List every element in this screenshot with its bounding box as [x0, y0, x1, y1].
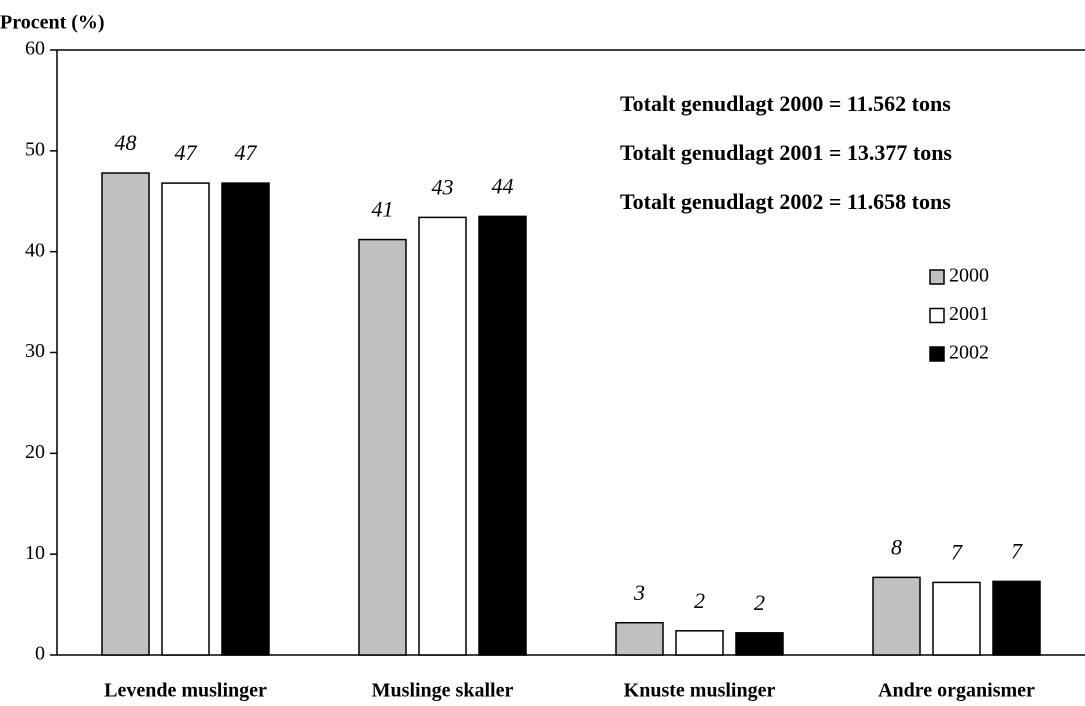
bar: [615, 621, 664, 656]
legend-swatch: [929, 307, 945, 324]
y-tick-label: 0: [35, 643, 45, 665]
y-tick-label: 10: [25, 542, 45, 564]
value-label: 44: [492, 173, 514, 198]
x-tick-label: Knuste muslinger: [624, 680, 776, 702]
bar: [675, 630, 724, 656]
legend-label: 2002: [949, 342, 989, 364]
x-tick-label: Muslinge skaller: [372, 680, 514, 702]
value-label: 7: [1011, 538, 1023, 563]
value-label: 48: [115, 130, 137, 155]
annotation: Totalt genudlagt 2000 = 11.562 tons: [620, 91, 951, 116]
y-tick-label: 60: [25, 38, 45, 60]
annotation: Totalt genudlagt 2002 = 11.658 tons: [620, 189, 951, 214]
value-label: 8: [891, 534, 902, 559]
value-label: 3: [633, 580, 645, 605]
x-tick-label: Levende muslinger: [104, 680, 267, 702]
legend-label: 2000: [949, 265, 989, 287]
legend-label: 2001: [949, 303, 989, 325]
bar: [101, 172, 150, 656]
value-label: 41: [372, 197, 394, 222]
bar: [735, 632, 784, 656]
value-label: 47: [235, 140, 258, 165]
y-tick-label: 30: [25, 340, 45, 362]
x-tick-label: Andre organismer: [878, 680, 1035, 702]
value-label: 47: [175, 140, 198, 165]
bar: [992, 580, 1041, 656]
value-label: 7: [951, 539, 963, 564]
annotation: Totalt genudlagt 2001 = 13.377 tons: [620, 140, 952, 165]
bar: [418, 216, 467, 656]
bar: [932, 581, 981, 656]
legend-swatch: [929, 346, 945, 362]
legend-swatch: [929, 269, 945, 285]
value-label: 2: [754, 590, 765, 615]
y-axis-label: Procent (%): [0, 12, 105, 34]
bar: [358, 238, 407, 656]
y-tick-label: 50: [25, 138, 45, 160]
value-label: 43: [432, 174, 454, 199]
bar: [221, 182, 270, 656]
y-tick-label: 40: [25, 239, 45, 261]
bar: [161, 182, 210, 656]
bar: [872, 576, 921, 656]
bar: [478, 215, 527, 656]
value-label: 2: [694, 588, 705, 613]
y-tick-label: 20: [25, 441, 45, 463]
